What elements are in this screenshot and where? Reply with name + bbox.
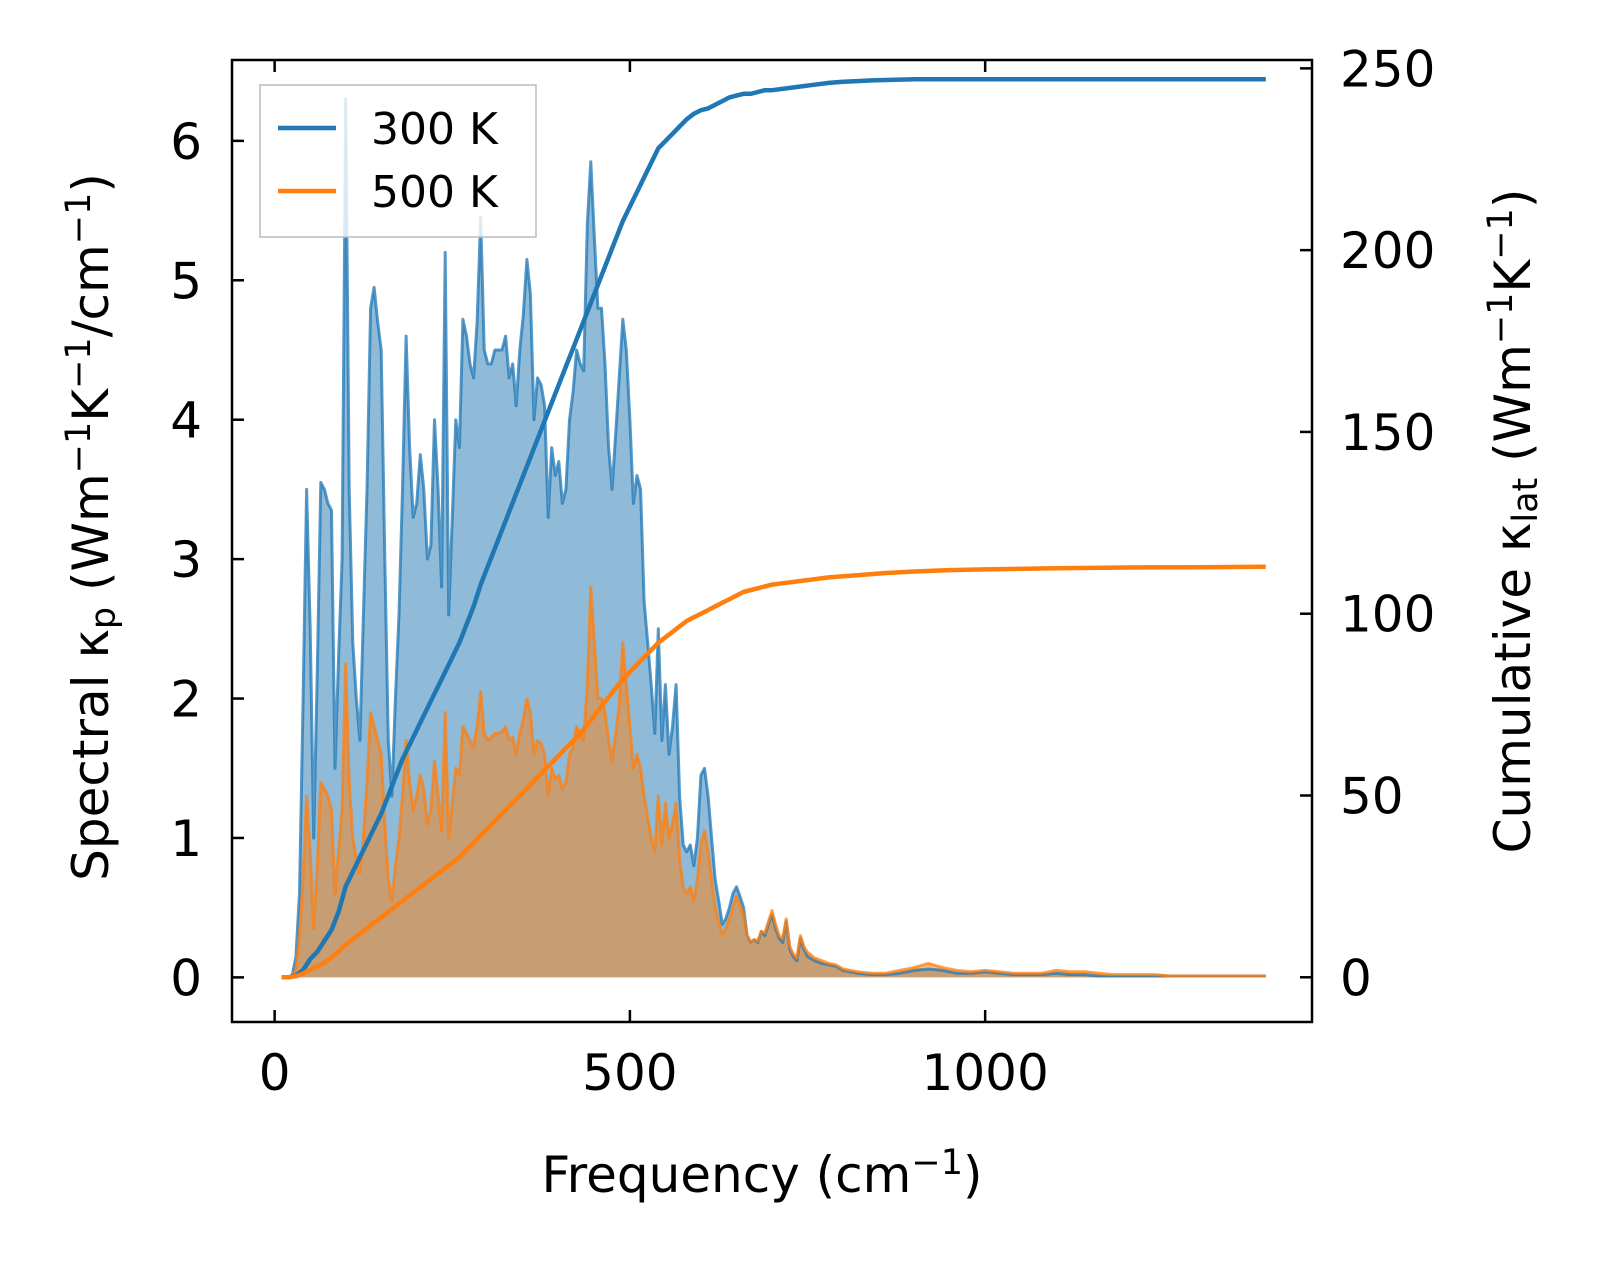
y-left-tick-label: 5: [170, 252, 202, 310]
label-part: ): [963, 1146, 983, 1204]
spectral-fills: [281, 99, 1266, 978]
legend-label: 300 K: [371, 104, 499, 155]
label-part: −1: [1481, 293, 1521, 345]
label-part: p: [84, 607, 124, 629]
legend-label: 500 K: [371, 167, 499, 218]
label-part: ): [1484, 189, 1542, 209]
label-part: Frequency (cm: [541, 1146, 911, 1204]
axes: 0 500 1000 0 1 2 3 4 5 6 0 50 100 150 200 250: [170, 40, 1435, 1102]
y-right-tick-label: 250: [1340, 40, 1435, 98]
y-left-tick-label: 0: [170, 949, 202, 1007]
plot-frame: [230, 58, 1314, 1024]
label-part: Spectral κ: [62, 629, 120, 881]
y-left-tick-label: 3: [170, 531, 202, 589]
series-lines: [281, 77, 1266, 980]
label-part: (Wm: [62, 473, 120, 607]
y-left-tick-label: 2: [170, 671, 202, 729]
label-part: −1: [1481, 208, 1521, 260]
y-left-tick-label: 6: [170, 113, 202, 171]
x-tick-label: 0: [259, 1044, 291, 1102]
spectral-fill-500k: [281, 587, 1266, 978]
x-tick-label: 500: [582, 1044, 677, 1102]
label-part: lat: [1506, 478, 1546, 523]
y-right-tick-label: 0: [1340, 949, 1372, 1007]
label-part: /cm: [62, 244, 120, 337]
label-part: −1: [59, 193, 99, 245]
label-part: K: [62, 388, 120, 422]
y-right-tick-label: 50: [1340, 767, 1404, 825]
legend-box: [259, 84, 537, 238]
y-right-tick-label: 200: [1340, 222, 1435, 280]
x-tick-label: 1000: [922, 1044, 1049, 1102]
y-right-tick-label: 150: [1340, 404, 1435, 462]
label-part: ): [62, 173, 120, 193]
cumulative-line-300k: [281, 77, 1266, 980]
cumulative-line-500k: [281, 564, 1266, 980]
x-axis-label: Frequency (cm−1): [541, 1143, 982, 1204]
spectral-line-500k: [281, 585, 1266, 979]
y-axis-left-label: Spectral κp (Wm−1K−1/cm−1): [59, 173, 124, 881]
label-part: −1: [59, 337, 99, 389]
y-axis-right-label: Cumulative κlat (Wm−1K−1): [1481, 189, 1546, 854]
label-part: (Wm: [1484, 344, 1542, 478]
label-part: Cumulative κ: [1484, 523, 1542, 854]
y-left-tick-label: 1: [170, 810, 202, 868]
y-right-tick-label: 100: [1340, 586, 1435, 644]
y-left-tick-label: 4: [170, 392, 202, 450]
label-part: −1: [59, 422, 99, 474]
label-part: −1: [911, 1143, 963, 1183]
legend: 300 K 500 K: [259, 84, 537, 238]
label-part: K: [1484, 259, 1542, 293]
